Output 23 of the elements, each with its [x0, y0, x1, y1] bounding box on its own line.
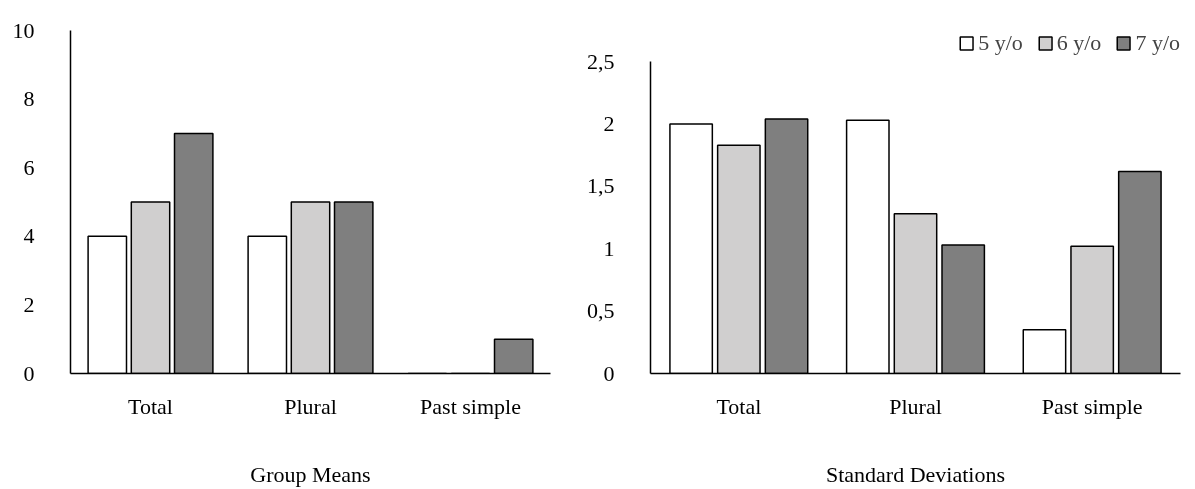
y-tick-label: 4 — [23, 223, 35, 249]
legend-label: 6 y/o — [1056, 30, 1102, 56]
x-axis-title: Standard Deviations — [825, 461, 1006, 487]
y-tick-label: 2 — [603, 111, 615, 137]
y-tick-label: 2,5 — [587, 48, 615, 74]
x-tick-label: Plural — [284, 393, 337, 419]
x-tick-label: Total — [716, 393, 762, 419]
legend-label: 7 y/o — [1135, 30, 1180, 56]
y-tick-label: 6 — [23, 154, 35, 180]
y-tick-label: 10 — [12, 17, 35, 43]
x-tick-label: Total — [128, 393, 173, 419]
y-tick-label: 1,5 — [587, 173, 615, 199]
y-tick-label: 0 — [603, 360, 615, 386]
x-axis-title: Group Means — [250, 461, 371, 487]
x-tick-label: Plural — [889, 393, 942, 419]
y-tick-label: 2 — [23, 291, 35, 317]
x-tick-label: Past simple — [1041, 393, 1143, 419]
y-tick-label: 1 — [603, 235, 615, 261]
x-tick-label: Past simple — [420, 393, 521, 419]
y-tick-label: 0,5 — [587, 298, 615, 324]
y-tick-label: 8 — [23, 86, 35, 112]
y-tick-label: 0 — [23, 360, 35, 386]
legend-label: 5 y/o — [978, 30, 1023, 56]
